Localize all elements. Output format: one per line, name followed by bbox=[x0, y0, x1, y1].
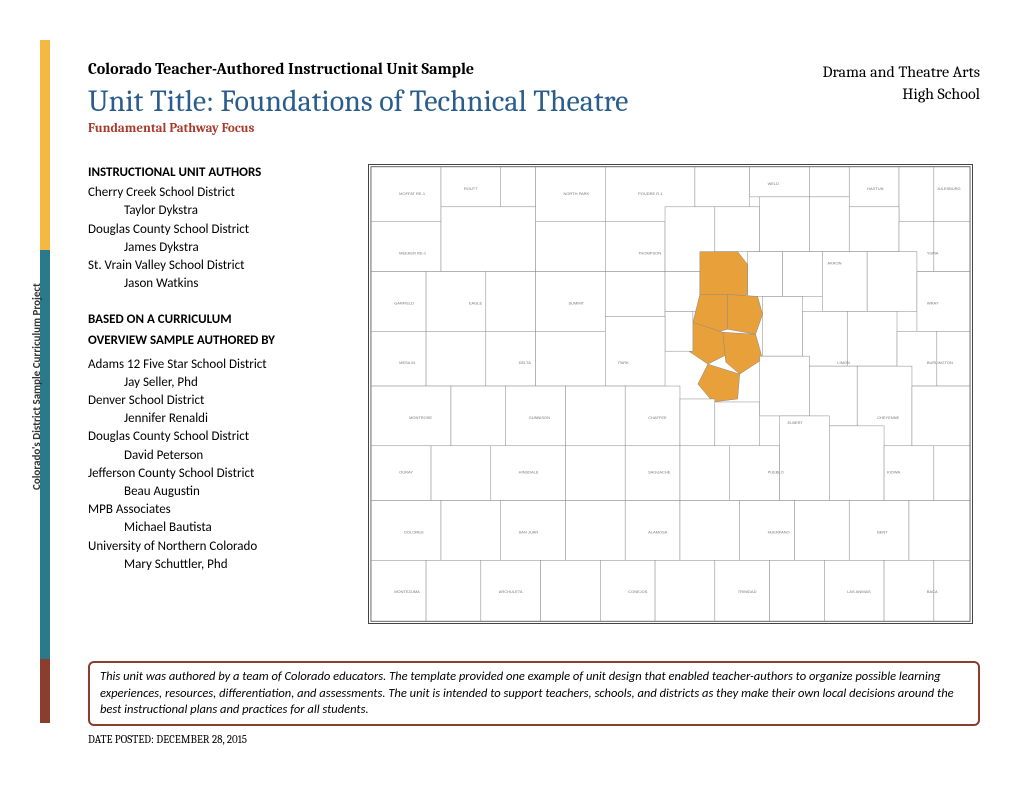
svg-text:TRINIDAD: TRINIDAD bbox=[738, 589, 757, 594]
svg-text:PARK: PARK bbox=[618, 360, 629, 365]
author-district: St. Vrain Valley School District bbox=[88, 257, 348, 275]
sidebar-vertical-label: Colorado's District Sample Curriculum Pr… bbox=[30, 283, 43, 490]
author-person: Taylor Dykstra bbox=[124, 202, 348, 220]
svg-text:WELD: WELD bbox=[768, 181, 780, 186]
svg-text:MOFFAT RE-1: MOFFAT RE-1 bbox=[399, 191, 426, 196]
body-row: INSTRUCTIONAL UNIT AUTHORS Cherry Creek … bbox=[88, 164, 980, 624]
svg-text:BURLINGTON: BURLINGTON bbox=[927, 360, 953, 365]
curriculum-person: Beau Augustin bbox=[124, 483, 348, 501]
svg-text:HINSDALE: HINSDALE bbox=[519, 470, 539, 475]
content: Colorado Teacher-Authored Instructional … bbox=[88, 60, 980, 624]
header-right: Drama and Theatre Arts High School bbox=[822, 60, 980, 105]
sidebar-bar-brown bbox=[40, 659, 50, 723]
svg-text:CHEYENNE: CHEYENNE bbox=[877, 415, 899, 420]
authors-heading: INSTRUCTIONAL UNIT AUTHORS bbox=[88, 164, 348, 182]
date-label: DATE POSTED: bbox=[88, 733, 156, 746]
svg-text:MONTROSE: MONTROSE bbox=[409, 415, 432, 420]
svg-text:ELBERT: ELBERT bbox=[787, 420, 803, 425]
svg-text:EAGLE: EAGLE bbox=[469, 300, 483, 305]
header-left: Colorado Teacher-Authored Instructional … bbox=[88, 60, 822, 136]
svg-text:OURAY: OURAY bbox=[399, 470, 413, 475]
svg-text:DOLORES: DOLORES bbox=[404, 529, 424, 534]
svg-text:BENT: BENT bbox=[877, 529, 888, 534]
author-person: Jason Watkins bbox=[124, 275, 348, 293]
footer-note-text: This unit was authored by a team of Colo… bbox=[100, 669, 954, 717]
svg-text:ARCHULETA: ARCHULETA bbox=[499, 589, 523, 594]
svg-text:WRAY: WRAY bbox=[927, 300, 939, 305]
svg-text:MEEKER RE-1: MEEKER RE-1 bbox=[399, 251, 427, 256]
svg-text:THOMPSON: THOMPSON bbox=[638, 251, 661, 256]
svg-text:KIOWA: KIOWA bbox=[887, 470, 900, 475]
svg-text:NORTH PARK: NORTH PARK bbox=[563, 191, 589, 196]
authors-column: INSTRUCTIONAL UNIT AUTHORS Cherry Creek … bbox=[88, 164, 348, 624]
svg-text:SUMMIT: SUMMIT bbox=[568, 300, 584, 305]
footer-note-box: This unit was authored by a team of Colo… bbox=[88, 661, 980, 726]
curriculum-district: Douglas County School District bbox=[88, 428, 348, 446]
curriculum-person: Mary Schuttler, Phd bbox=[124, 556, 348, 574]
svg-text:BACA: BACA bbox=[927, 589, 938, 594]
sidebar-bar-yellow bbox=[40, 40, 50, 250]
curriculum-heading-1: BASED ON A CURRICULUM bbox=[88, 311, 348, 329]
curriculum-district: Jefferson County School District bbox=[88, 465, 348, 483]
svg-text:PUEBLO: PUEBLO bbox=[768, 470, 784, 475]
curriculum-person: David Peterson bbox=[124, 447, 348, 465]
svg-text:CHAFFEE: CHAFFEE bbox=[648, 415, 667, 420]
curriculum-heading-2: OVERVIEW SAMPLE AUTHORED BY bbox=[88, 332, 348, 350]
pathway-subtitle: Fundamental Pathway Focus bbox=[88, 121, 822, 136]
curriculum-district: MPB Associates bbox=[88, 501, 348, 519]
date-value: DECEMBER 28, 2015 bbox=[156, 733, 247, 746]
level-line: High School bbox=[822, 84, 980, 106]
svg-text:LIMON: LIMON bbox=[837, 360, 850, 365]
svg-text:CONEJOS: CONEJOS bbox=[628, 589, 648, 594]
svg-text:YUMA: YUMA bbox=[927, 251, 939, 256]
svg-text:GARFIELD: GARFIELD bbox=[394, 300, 414, 305]
svg-text:DELTA: DELTA bbox=[519, 360, 532, 365]
curriculum-district: Denver School District bbox=[88, 392, 348, 410]
curriculum-person: Michael Bautista bbox=[124, 519, 348, 537]
header-row: Colorado Teacher-Authored Instructional … bbox=[88, 60, 980, 136]
date-posted: DATE POSTED: DECEMBER 28, 2015 bbox=[88, 733, 247, 746]
author-district: Cherry Creek School District bbox=[88, 184, 348, 202]
curriculum-person: Jennifer Renaldi bbox=[124, 410, 348, 428]
unit-title: Unit Title: Foundations of Technical The… bbox=[88, 84, 822, 119]
map-svg: MOFFAT RE-1 ROUTT NORTH PARK POUDRE R-1 … bbox=[369, 165, 972, 623]
svg-text:SAGUACHE: SAGUACHE bbox=[648, 470, 671, 475]
svg-text:GUNNISON: GUNNISON bbox=[529, 415, 551, 420]
curriculum-district: Adams 12 Five Star School District bbox=[88, 356, 348, 374]
curriculum-district: University of Northern Colorado bbox=[88, 538, 348, 556]
author-district: Douglas County School District bbox=[88, 221, 348, 239]
curriculum-person: Jay Seller, Phd bbox=[124, 374, 348, 392]
svg-text:ROUTT: ROUTT bbox=[464, 186, 478, 191]
colorado-districts-map: MOFFAT RE-1 ROUTT NORTH PARK POUDRE R-1 … bbox=[368, 164, 973, 624]
svg-text:HAXTUN: HAXTUN bbox=[867, 186, 883, 191]
supertitle: Colorado Teacher-Authored Instructional … bbox=[88, 60, 822, 78]
svg-text:POUDRE R-1: POUDRE R-1 bbox=[638, 191, 663, 196]
svg-text:SAN JUAN: SAN JUAN bbox=[519, 529, 539, 534]
subject-line: Drama and Theatre Arts bbox=[822, 62, 980, 84]
map-column: MOFFAT RE-1 ROUTT NORTH PARK POUDRE R-1 … bbox=[368, 164, 980, 624]
svg-text:ALAMOSA: ALAMOSA bbox=[648, 529, 668, 534]
author-person: James Dykstra bbox=[124, 239, 348, 257]
svg-text:MESA 51: MESA 51 bbox=[399, 360, 416, 365]
svg-text:AKRON: AKRON bbox=[827, 261, 841, 266]
page: Colorado's District Sample Curriculum Pr… bbox=[40, 40, 980, 758]
svg-text:JULESBURG: JULESBURG bbox=[937, 186, 961, 191]
svg-text:LAS ANIMAS: LAS ANIMAS bbox=[847, 589, 871, 594]
svg-text:HUERFANO: HUERFANO bbox=[768, 529, 790, 534]
svg-text:MONTEZUMA: MONTEZUMA bbox=[394, 589, 420, 594]
